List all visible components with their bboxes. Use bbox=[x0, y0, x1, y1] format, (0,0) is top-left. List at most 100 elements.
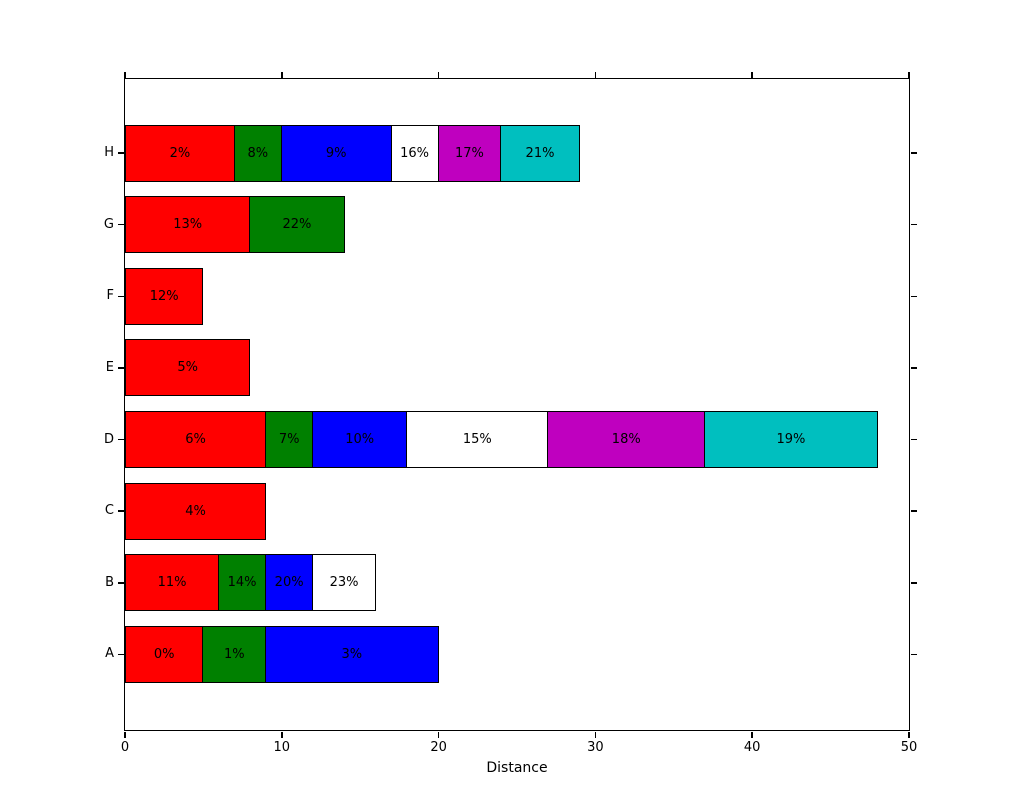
y-tick-left bbox=[117, 438, 124, 441]
y-tick-right bbox=[910, 152, 917, 154]
bar-row-H: 2% 8% 9% 16% 17% 21% bbox=[125, 124, 909, 182]
bar-segment: 10% bbox=[312, 411, 408, 469]
y-tick-left bbox=[117, 653, 124, 656]
bar-segment: 14% bbox=[218, 554, 267, 612]
bar-segment: 1% bbox=[202, 625, 267, 683]
x-tick-top bbox=[594, 71, 597, 78]
x-tick-bottom bbox=[124, 731, 126, 738]
segment-label: 7% bbox=[278, 432, 300, 448]
bar-row-F: 12% bbox=[125, 267, 909, 325]
segment-label: 20% bbox=[274, 575, 304, 591]
x-tick-top bbox=[437, 71, 440, 78]
segment-label: 11% bbox=[157, 575, 187, 591]
y-tick-label-E: E bbox=[105, 359, 114, 375]
y-tick-right bbox=[910, 295, 917, 298]
y-tick-label-F: F bbox=[106, 288, 114, 304]
bar-segment: 3% bbox=[265, 625, 439, 683]
y-tick-left bbox=[117, 223, 124, 226]
y-tick-right bbox=[910, 653, 917, 656]
bar-segment: 18% bbox=[547, 411, 706, 469]
x-tick-top bbox=[908, 71, 910, 78]
segment-label: 4% bbox=[185, 503, 206, 519]
segment-label: 1% bbox=[223, 646, 245, 662]
y-tick-left bbox=[117, 295, 124, 298]
x-tick-label-30: 30 bbox=[587, 740, 604, 755]
x-tick-label-20: 20 bbox=[430, 740, 447, 755]
bar-segment: 13% bbox=[125, 196, 251, 254]
bar-segment: 15% bbox=[406, 411, 549, 469]
x-tick-bottom bbox=[281, 731, 283, 738]
y-tick-label-A: A bbox=[105, 646, 114, 662]
segment-label: 14% bbox=[227, 575, 257, 591]
y-tick-left bbox=[117, 582, 124, 584]
bar-segment: 21% bbox=[500, 124, 580, 182]
x-axis-label: Distance bbox=[486, 760, 548, 776]
segment-label: 12% bbox=[149, 288, 179, 304]
bar-row-A: 0% 1% 3% bbox=[125, 625, 909, 683]
segment-label: 5% bbox=[177, 360, 199, 376]
segment-label: 8% bbox=[247, 145, 269, 161]
segment-label: 17% bbox=[455, 145, 484, 161]
bar-segment: 22% bbox=[249, 196, 345, 254]
segment-label: 16% bbox=[400, 145, 430, 161]
y-tick-right bbox=[910, 582, 917, 584]
segment-label: 13% bbox=[173, 217, 203, 233]
bar-segment: 19% bbox=[704, 411, 878, 469]
segment-label: 10% bbox=[345, 432, 375, 448]
x-tick-label-40: 40 bbox=[743, 740, 761, 755]
bar-row-C: 4% bbox=[125, 482, 909, 540]
segment-label: 15% bbox=[462, 432, 492, 448]
bar-segment: 12% bbox=[125, 267, 204, 325]
segment-label: 3% bbox=[341, 646, 363, 662]
bar-segment: 2% bbox=[125, 124, 235, 182]
x-tick-label-10: 10 bbox=[273, 740, 291, 755]
bar-segment: 6% bbox=[125, 411, 267, 469]
y-tick-left bbox=[117, 367, 124, 369]
segment-label: 2% bbox=[169, 145, 191, 161]
segment-label: 6% bbox=[185, 432, 206, 448]
y-tick-label-B: B bbox=[105, 574, 114, 590]
plot-area: Distance 2% 8% 9% 16% 17% 21% H 13% 22% G 12% F 5% E 6… bbox=[104, 71, 917, 776]
bar-segment: 0% bbox=[125, 625, 204, 683]
bar-segment: 9% bbox=[280, 124, 392, 182]
y-tick-right bbox=[910, 223, 917, 226]
y-tick-left bbox=[117, 152, 124, 154]
x-tick-bottom bbox=[437, 731, 440, 738]
x-tick-label-0: 0 bbox=[120, 740, 130, 755]
bar-segment: 8% bbox=[233, 124, 282, 182]
y-tick-right bbox=[910, 367, 917, 369]
x-tick-bottom bbox=[908, 731, 910, 738]
bar-row-G: 13% 22% bbox=[125, 196, 909, 254]
x-tick-bottom bbox=[751, 731, 753, 738]
segment-label: 21% bbox=[525, 145, 555, 161]
x-tick-label-50: 50 bbox=[900, 740, 918, 755]
bar-segment: 5% bbox=[125, 339, 251, 397]
segment-label: 19% bbox=[776, 432, 806, 448]
bar-row-E: 5% bbox=[125, 339, 909, 397]
y-tick-label-G: G bbox=[103, 216, 114, 232]
segment-label: 22% bbox=[282, 217, 312, 233]
bar-segment: 7% bbox=[265, 411, 314, 469]
segment-label: 23% bbox=[329, 575, 359, 591]
bar-segment: 17% bbox=[437, 124, 502, 182]
y-tick-label-H: H bbox=[104, 145, 114, 160]
y-tick-label-D: D bbox=[103, 431, 114, 447]
bar-segment: 11% bbox=[125, 554, 220, 612]
x-tick-top bbox=[281, 71, 283, 78]
bar-segment: 20% bbox=[265, 554, 314, 612]
y-tick-label-C: C bbox=[104, 503, 114, 519]
y-tick-right bbox=[910, 438, 917, 441]
x-tick-top bbox=[751, 71, 753, 78]
bar-row-D: 6% 7% 10% 15% 18% 19% bbox=[125, 411, 909, 469]
segment-label: 18% bbox=[611, 432, 641, 448]
bar-segment: 16% bbox=[390, 124, 439, 182]
y-tick-left bbox=[117, 510, 124, 512]
x-tick-bottom bbox=[594, 731, 597, 738]
bar-row-B: 11% 14% 20% 23% bbox=[125, 554, 909, 612]
bar-segment: 23% bbox=[312, 554, 376, 612]
segment-label: 9% bbox=[325, 145, 347, 161]
bar-segment: 4% bbox=[125, 482, 267, 540]
segment-label: 0% bbox=[153, 646, 175, 662]
y-tick-right bbox=[910, 510, 917, 512]
